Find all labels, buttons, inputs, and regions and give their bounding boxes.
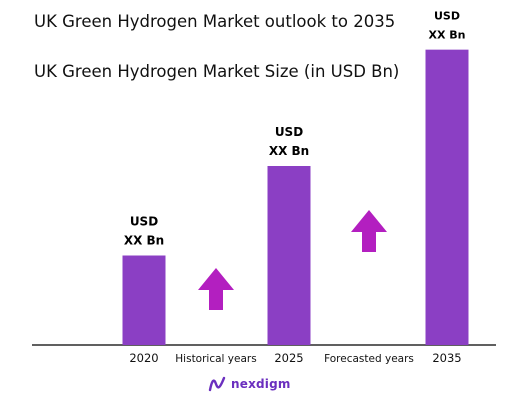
x-tick-label-2025: 2025 xyxy=(274,351,303,365)
brand-logo: nexdigm xyxy=(208,374,291,394)
x-tick-label-2020: 2020 xyxy=(129,351,158,365)
data-label-2025-line-2: XX Bn xyxy=(269,144,309,158)
phase-label-2: Forecasted years xyxy=(324,353,414,365)
data-label-2020-line-2: XX Bn xyxy=(124,234,164,248)
data-label-2020-line-1: USD xyxy=(130,215,158,229)
data-label-2035-line-1: USD xyxy=(434,10,460,23)
bar-2035 xyxy=(425,49,469,346)
brand-name: nexdigm xyxy=(231,377,291,391)
x-tick-label-2035: 2035 xyxy=(432,351,461,365)
chart-title: UK Green Hydrogen Market outlook to 2035 xyxy=(34,12,396,31)
bar-2025 xyxy=(267,166,311,345)
growth-arrow-1 xyxy=(198,268,234,310)
bar-2020 xyxy=(122,255,166,345)
phase-label-1: Historical years xyxy=(175,353,256,365)
growth-arrow-2 xyxy=(351,210,387,252)
nexdigm-logo-icon xyxy=(208,376,226,392)
data-label-2035-line-2: XX Bn xyxy=(428,29,465,42)
chart-subtitle: UK Green Hydrogen Market Size (in USD Bn… xyxy=(34,62,400,81)
data-label-2025-line-1: USD xyxy=(275,125,303,139)
